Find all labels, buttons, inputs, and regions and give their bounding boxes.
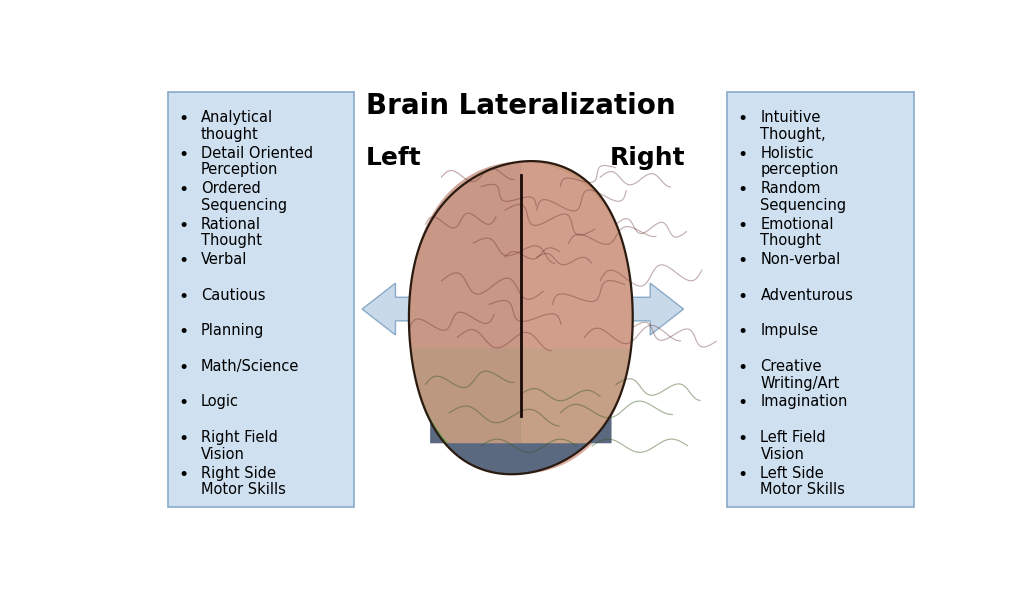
Text: Left: Left	[366, 146, 422, 170]
Text: Non-verbal: Non-verbal	[761, 252, 841, 267]
Text: •: •	[737, 323, 748, 341]
Polygon shape	[430, 414, 611, 474]
FancyBboxPatch shape	[168, 92, 354, 507]
Text: •: •	[178, 252, 188, 271]
Text: •: •	[178, 110, 188, 128]
Text: •: •	[737, 146, 748, 163]
Text: •: •	[178, 430, 188, 448]
Text: Planning: Planning	[201, 323, 264, 338]
Polygon shape	[521, 162, 633, 474]
Text: Right Field
Vision: Right Field Vision	[201, 430, 278, 462]
Text: Analytical
thought: Analytical thought	[201, 110, 273, 142]
Text: •: •	[737, 110, 748, 128]
Text: •: •	[737, 466, 748, 483]
Polygon shape	[412, 348, 630, 474]
FancyBboxPatch shape	[727, 92, 913, 507]
Text: Holistic
perception: Holistic perception	[761, 146, 839, 177]
Text: •: •	[178, 288, 188, 306]
Text: Adventurous: Adventurous	[761, 288, 853, 303]
Text: Emotional
Thought: Emotional Thought	[761, 217, 834, 248]
Text: •: •	[178, 466, 188, 483]
Polygon shape	[362, 283, 430, 335]
Text: Left Field
Vision: Left Field Vision	[761, 430, 826, 462]
Text: •: •	[737, 217, 748, 234]
Text: •: •	[737, 359, 748, 377]
Text: Left Side
Motor Skills: Left Side Motor Skills	[761, 466, 846, 498]
Text: Right: Right	[610, 146, 686, 170]
Text: Verbal: Verbal	[201, 252, 248, 267]
Text: •: •	[178, 323, 188, 341]
Polygon shape	[409, 162, 521, 474]
Text: Random
Sequencing: Random Sequencing	[761, 181, 847, 213]
Text: •: •	[178, 146, 188, 163]
Text: •: •	[737, 252, 748, 271]
Text: •: •	[737, 181, 748, 199]
Text: •: •	[737, 288, 748, 306]
Text: •: •	[737, 430, 748, 448]
Text: •: •	[737, 395, 748, 412]
Text: Brain Lateralization: Brain Lateralization	[366, 92, 676, 121]
Text: Cautious: Cautious	[201, 288, 265, 303]
Text: •: •	[178, 217, 188, 234]
Text: Rational
Thought: Rational Thought	[201, 217, 262, 248]
Text: Right Side
Motor Skills: Right Side Motor Skills	[201, 466, 286, 498]
Text: Detail Oriented
Perception: Detail Oriented Perception	[201, 146, 313, 177]
Polygon shape	[409, 161, 633, 474]
Text: Ordered
Sequencing: Ordered Sequencing	[201, 181, 287, 213]
Text: Creative
Writing/Art: Creative Writing/Art	[761, 359, 840, 390]
Text: Logic: Logic	[201, 395, 239, 409]
Text: Impulse: Impulse	[761, 323, 818, 338]
Text: Math/Science: Math/Science	[201, 359, 299, 374]
Polygon shape	[616, 283, 684, 335]
Text: •: •	[178, 181, 188, 199]
Text: Imagination: Imagination	[761, 395, 848, 409]
Text: •: •	[178, 359, 188, 377]
Text: Intuitive
Thought,: Intuitive Thought,	[761, 110, 826, 142]
Text: •: •	[178, 395, 188, 412]
